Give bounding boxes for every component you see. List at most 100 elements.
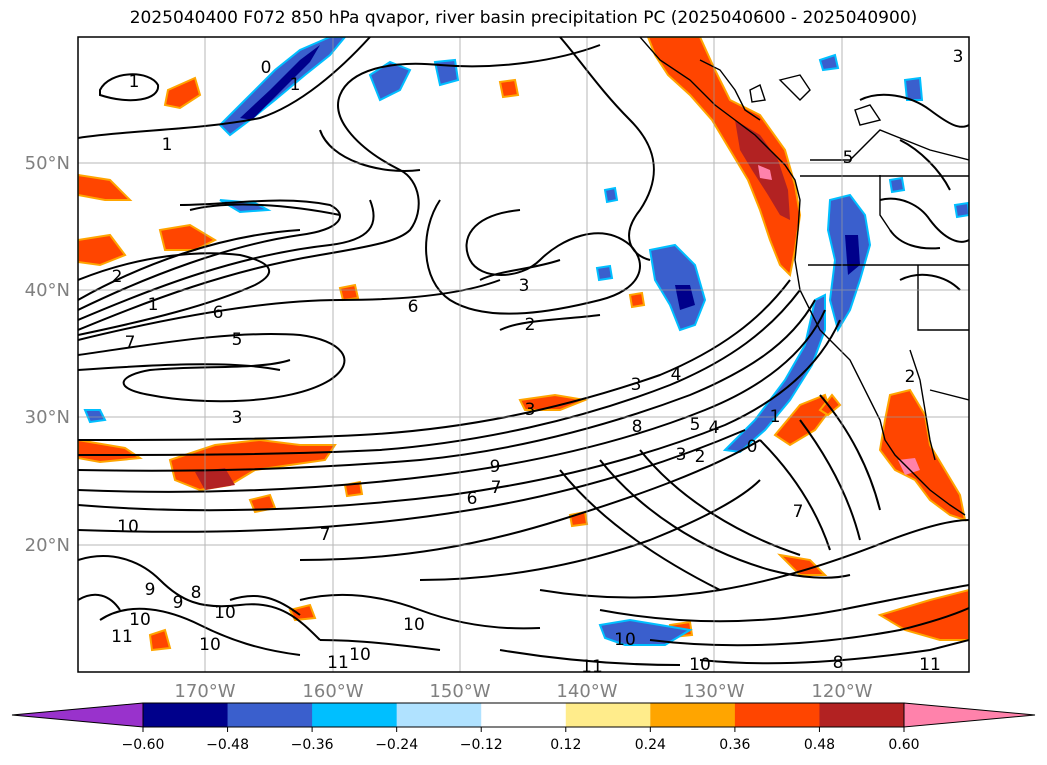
contour-label: 1 [129,72,140,92]
graticule [78,37,969,672]
negative-anomaly-region [598,618,693,646]
lon-label-140w: 140°W [556,681,617,702]
contour-label: 2 [112,267,123,287]
lon-label-160w: 160°W [302,681,363,702]
contour-label: 4 [709,418,720,438]
negative-anomaly-region [433,58,460,87]
contour-label: 9 [173,593,184,613]
contour-label: 8 [191,583,202,603]
positive-anomaly-region [338,283,360,302]
contour-label: 6 [213,303,224,323]
colorbar-tick-label: −0.24 [375,737,418,753]
longitude-labels: 170°W 160°W 150°W 140°W 130°W 120°W [174,681,872,702]
positive-anomaly-region [163,76,202,110]
contour-label: 1 [148,295,159,315]
colorbar-tick-label: −0.12 [460,737,503,753]
contour-label: 10 [349,645,371,665]
lat-label-20n: 20°N [25,535,70,556]
contour-label: 10 [199,635,221,655]
contour-label: 7 [491,478,502,498]
peak-positive-core [758,165,772,180]
positive-anomaly-region [248,493,277,514]
colorbar-segments [11,702,1036,728]
colorbar-frame [142,702,905,728]
negative-anomaly-region [603,186,619,204]
contour-label: 2 [695,447,706,467]
contour-label: 11 [919,655,941,675]
colorbar-segment [481,703,567,727]
colorbar-tick-labels: −0.60 −0.48 −0.36 −0.24 −0.12 0.12 0.24 0.36 0.4… [122,737,920,753]
latitude-labels: 50°N 40°N 30°N 20°N [25,153,70,556]
contour-label: 0 [261,58,272,78]
negative-anomaly-region [903,76,924,101]
positive-anomaly-region [498,78,520,99]
peak-positive-core [898,458,920,475]
contour-label: 10 [403,615,425,635]
colorbar-segment [312,703,398,727]
contour-label: 5 [232,330,243,350]
contour-label: 3 [232,408,243,428]
contour-label: 11 [581,657,603,677]
contour-label: 11 [327,653,349,673]
contour-label: 5 [843,148,854,168]
contour-label: 6 [467,489,478,509]
contour-label: 2 [525,315,536,335]
contour-label: 2 [905,367,916,387]
colorbar-segment [565,703,651,727]
contour-label: 1 [290,75,301,95]
colorbar-tick-label: −0.36 [291,737,334,753]
colorbar-tick-label: 0.48 [804,737,835,753]
negative-anomaly-region [722,293,826,454]
colorbar-segment [396,703,482,727]
colorbar-segment [227,703,313,727]
colorbar-tick-label: 0.36 [719,737,750,753]
coastlines [639,37,969,516]
positive-anomaly-region [78,173,133,201]
lat-label-40n: 40°N [25,280,70,301]
contour-label: 9 [490,457,501,477]
colorbar-ticks [142,727,905,732]
colorbar-segment [734,703,820,727]
strong-negative-core [675,285,695,310]
positive-anomaly-region [818,393,842,417]
contour-label: 3 [631,375,642,395]
strong-negative-core [240,45,320,120]
contour-label: 8 [632,417,643,437]
lat-label-50n: 50°N [25,153,70,174]
contour-label: 11 [111,627,133,647]
positive-anomaly-region [878,388,967,522]
plot-title: 2025040400 F072 850 hPa qvapor, river ba… [129,8,918,28]
lon-label-130w: 130°W [683,681,744,702]
colorbar-segment [819,703,905,727]
lon-label-120w: 120°W [811,681,872,702]
map-frame [77,36,970,673]
contour-label: 7 [125,333,136,353]
positive-anomaly-region [518,393,589,411]
negative-anomaly-region [595,264,614,282]
contour-label: 10 [129,610,151,630]
contour-label: 10 [117,517,139,537]
contour-label: 3 [676,445,687,465]
colorbar-segment [143,703,229,727]
contour-label: 10 [689,655,711,675]
contour-label: 7 [793,502,804,522]
contour-label: 10 [214,603,236,623]
shaded-field [78,37,969,652]
contour-label: 9 [145,580,156,600]
contour-label: 7 [320,525,331,545]
colorbar-segment [650,703,736,727]
negative-anomaly-region [83,409,107,424]
contour-label: 3 [953,47,964,67]
colorbar-tick-label: 0.24 [635,737,666,753]
colorbar-tick-label: 0.60 [888,737,919,753]
contour-label: 1 [162,135,173,155]
positive-anomaly-region [628,291,646,309]
contour-label: 6 [408,297,419,317]
positive-anomaly-region [148,628,172,652]
lat-label-30n: 30°N [25,407,70,428]
contour-label: 3 [525,400,536,420]
colorbar-extension-min [11,702,144,728]
contour-label: 0 [747,437,758,457]
contour-lines [78,37,969,666]
